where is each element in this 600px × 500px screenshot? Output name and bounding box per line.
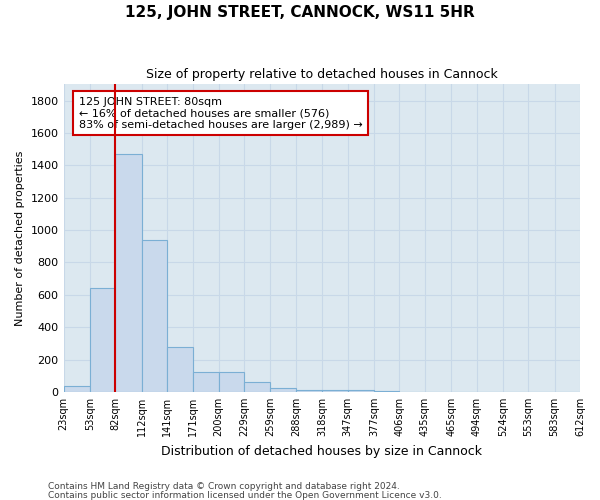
- Text: 125 JOHN STREET: 80sqm
← 16% of detached houses are smaller (576)
83% of semi-de: 125 JOHN STREET: 80sqm ← 16% of detached…: [79, 96, 363, 130]
- Bar: [271, 388, 296, 392]
- Bar: [296, 390, 322, 392]
- Bar: [374, 391, 400, 392]
- X-axis label: Distribution of detached houses by size in Cannock: Distribution of detached houses by size …: [161, 444, 482, 458]
- Bar: [347, 390, 374, 392]
- Bar: [193, 372, 219, 392]
- Y-axis label: Number of detached properties: Number of detached properties: [15, 150, 25, 326]
- Bar: [115, 154, 142, 392]
- Text: 125, JOHN STREET, CANNOCK, WS11 5HR: 125, JOHN STREET, CANNOCK, WS11 5HR: [125, 5, 475, 20]
- Bar: [244, 382, 271, 392]
- Bar: [64, 386, 90, 392]
- Bar: [142, 240, 167, 392]
- Bar: [219, 372, 244, 392]
- Text: Contains public sector information licensed under the Open Government Licence v3: Contains public sector information licen…: [48, 490, 442, 500]
- Bar: [322, 390, 347, 392]
- Bar: [167, 346, 193, 392]
- Bar: [90, 288, 115, 392]
- Title: Size of property relative to detached houses in Cannock: Size of property relative to detached ho…: [146, 68, 497, 80]
- Text: Contains HM Land Registry data © Crown copyright and database right 2024.: Contains HM Land Registry data © Crown c…: [48, 482, 400, 491]
